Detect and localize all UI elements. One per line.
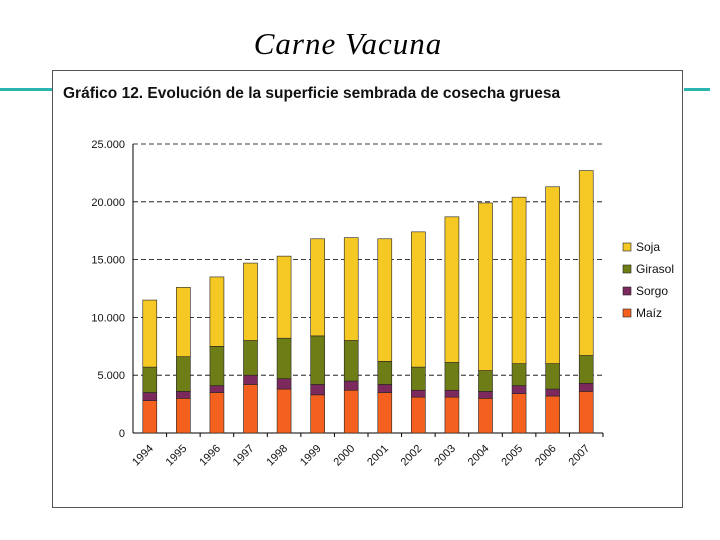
bar-segment-girasol-1998: [276, 337, 292, 379]
legend-swatch-girasol: [622, 264, 632, 274]
bar-segment-soja-1994: [142, 299, 158, 368]
chart-frame: Gráfico 12. Evolución de la superficie s…: [52, 70, 683, 508]
legend-label-sorgo: Sorgo: [636, 284, 668, 298]
x-tick-label: 2003: [432, 443, 458, 469]
bar-segment-sorgo-2000: [343, 380, 359, 391]
stacked-bar-chart: 0 5.000 10.000 15.000 20.000 25.000 1994 1995 19…: [91, 139, 674, 469]
bar-segment-girasol-1994: [142, 366, 158, 393]
slide-title: Carne Vacuna: [253, 26, 443, 61]
y-tick-label: 5.000: [97, 370, 125, 382]
decorative-line-right: [684, 88, 710, 91]
bar-segment-maiz-1994: [142, 400, 158, 434]
bar-segment-girasol-2006: [545, 363, 560, 390]
legend-label-soja: Soja: [636, 240, 660, 254]
bar-segment-soja-2001: [377, 238, 393, 362]
bar-segment-soja-1996: [209, 276, 225, 347]
bar-segment-girasol-2004: [478, 370, 493, 392]
bar-segment-girasol-1995: [176, 356, 191, 392]
bar-segment-maiz-2007: [578, 391, 594, 434]
bar-segment-maiz-2000: [343, 389, 359, 434]
bar-segment-maiz-2001: [377, 392, 393, 434]
y-tick-label: 15.000: [91, 255, 125, 267]
bar-segment-sorgo-1997: [243, 374, 258, 385]
bar-segment-soja-2002: [411, 231, 426, 368]
bar-segment-maiz-1998: [276, 388, 292, 434]
legend-label-girasol: Girasol: [636, 262, 674, 276]
y-tick-label: 10.000: [91, 312, 125, 324]
x-tick-label: 2004: [466, 443, 492, 469]
bar-segment-girasol-1996: [209, 345, 225, 386]
bar-segment-sorgo-2001: [377, 384, 393, 393]
x-tick-label: 1994: [130, 443, 156, 469]
bar-segment-sorgo-2006: [545, 388, 560, 397]
bar-segment-soja-1998: [276, 255, 292, 339]
bar-segment-girasol-2003: [444, 362, 460, 391]
bar-segment-soja-1999: [310, 238, 325, 337]
x-tick-label: 1997: [231, 443, 257, 469]
bar-segment-maiz-2004: [478, 398, 493, 434]
bar-segment-soja-1997: [243, 262, 258, 341]
y-tick-label: 25.000: [91, 139, 125, 151]
x-tick-label: 2006: [533, 443, 559, 469]
bar-segment-maiz-2005: [511, 393, 527, 434]
legend-swatch-soja: [622, 242, 632, 252]
x-tick-label: 1995: [164, 443, 190, 469]
bar-segment-sorgo-1999: [310, 384, 325, 396]
bar-segment-sorgo-2005: [511, 385, 527, 394]
y-tick-label: 0: [119, 428, 125, 440]
x-tick-label: 1996: [197, 443, 223, 469]
bar-segment-sorgo-2002: [411, 389, 426, 398]
bar-segment-sorgo-1998: [276, 378, 292, 390]
bar-segment-girasol-2001: [377, 361, 393, 385]
bar-segment-soja-2004: [478, 202, 493, 371]
x-tick-label: 2000: [332, 443, 358, 469]
chart-title: Gráfico 12. Evolución de la superficie s…: [63, 85, 561, 102]
bar-segment-maiz-2002: [411, 396, 426, 434]
x-tick-label: 2005: [499, 443, 525, 469]
bar-segment-sorgo-1994: [142, 392, 158, 401]
bar-segment-maiz-2003: [444, 396, 460, 434]
bar-segment-girasol-2005: [511, 363, 527, 386]
x-tick-label: 2002: [399, 443, 425, 469]
bar-segment-maiz-2006: [545, 395, 560, 434]
bar-segment-sorgo-1996: [209, 385, 225, 393]
bar-segment-sorgo-2007: [578, 382, 594, 392]
bar-segment-sorgo-2004: [478, 391, 493, 399]
bar-segment-soja-1995: [176, 287, 191, 358]
bar-segment-soja-2005: [511, 196, 527, 364]
x-tick-label: 2001: [365, 443, 391, 469]
bar-segment-sorgo-1995: [176, 391, 191, 399]
bar-segment-soja-2007: [578, 170, 594, 356]
legend-swatch-sorgo: [622, 286, 632, 296]
x-tick-label: 1998: [264, 443, 290, 469]
bar-segment-girasol-1997: [243, 340, 258, 376]
bar-segment-girasol-2007: [578, 355, 594, 384]
bar-segment-maiz-1997: [243, 384, 258, 434]
y-tick-label: 20.000: [91, 197, 125, 209]
legend-label-maiz: Maíz: [636, 306, 662, 320]
legend-swatch-maiz: [622, 308, 632, 318]
bar-segment-girasol-1999: [310, 335, 325, 385]
bar-segment-soja-2000: [343, 237, 359, 341]
decorative-line-left: [0, 88, 52, 91]
x-tick-label: 1999: [298, 443, 324, 469]
x-tick-label: 2007: [567, 443, 593, 469]
bar-segment-soja-2006: [545, 186, 560, 364]
bar-segment-maiz-1999: [310, 394, 325, 434]
bar-segment-maiz-1996: [209, 392, 225, 434]
bar-segment-maiz-1995: [176, 398, 191, 434]
bar-segment-soja-2003: [444, 216, 460, 363]
bar-segment-girasol-2000: [343, 340, 359, 382]
bar-segment-sorgo-2003: [444, 389, 460, 398]
bar-segment-girasol-2002: [411, 366, 426, 391]
